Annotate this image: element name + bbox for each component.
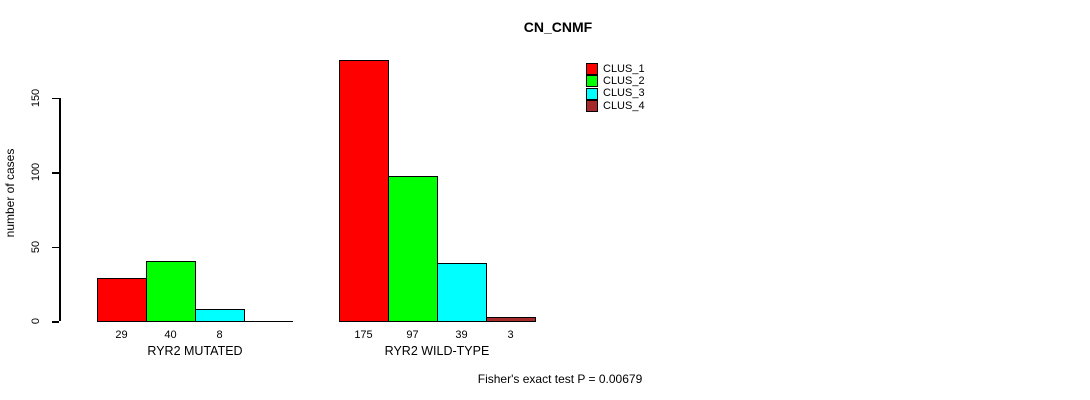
y-axis-tick: [52, 321, 59, 323]
legend-entry-clus_2: CLUS_2: [586, 74, 645, 88]
group-label: RYR2 WILD-TYPE: [384, 344, 490, 358]
legend-swatch-clus_4: [586, 100, 598, 113]
y-axis-tick: [52, 246, 59, 248]
legend-entry-clus_3: CLUS_3: [586, 87, 645, 100]
bar-value-label: 97: [406, 329, 419, 341]
legend-swatch-clus_1: [586, 63, 598, 76]
bar-clus_4: [486, 316, 536, 322]
y-axis-tick: [52, 97, 59, 99]
legend-swatch-clus_2: [586, 75, 598, 88]
bar-value-label: 8: [216, 329, 223, 341]
fisher-test-note: Fisher's exact test P = 0.00679: [477, 372, 643, 386]
bar-clus_2: [388, 176, 438, 322]
bar-clus_3: [437, 262, 487, 322]
legend-label: CLUS_4: [603, 99, 645, 112]
legend-swatch-clus_3: [586, 87, 598, 100]
y-axis-tick-label: 50: [30, 240, 42, 253]
legend-label: CLUS_2: [603, 74, 645, 87]
y-axis-tick-label: 0: [30, 317, 42, 325]
y-axis-label: number of cases: [3, 148, 17, 238]
bar-value-label: 39: [455, 329, 468, 341]
legend-entry-clus_1: CLUS_1: [586, 62, 645, 76]
bar-clus_3: [195, 309, 245, 322]
legend-label: CLUS_3: [603, 87, 645, 100]
bar-value-label: 175: [354, 329, 373, 341]
bar-value-label: 40: [164, 329, 177, 341]
chart-title: CN_CNMF: [523, 19, 593, 35]
y-axis-tick-label: 100: [30, 162, 42, 182]
y-axis-tick-label: 150: [30, 88, 42, 107]
y-axis-line: [59, 97, 61, 321]
bar-value-label: 29: [115, 329, 128, 341]
y-axis-tick: [52, 172, 59, 174]
legend-entry-clus_4: CLUS_4: [586, 99, 645, 113]
legend-label: CLUS_1: [603, 62, 645, 75]
group-label: RYR2 MUTATED: [147, 344, 243, 358]
bar-clus_1: [97, 277, 147, 322]
bar-clus_2: [146, 261, 196, 322]
bar-value-label: 3: [507, 329, 514, 341]
bar-clus_1: [339, 60, 389, 322]
legend: CLUS_1 CLUS_2 CLUS_3 CLUS_4: [586, 62, 645, 113]
